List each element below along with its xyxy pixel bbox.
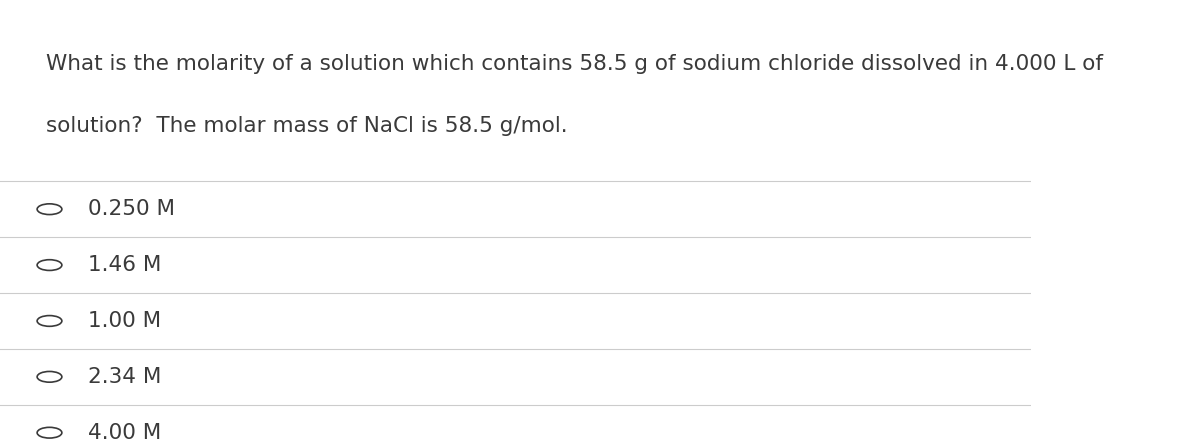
Text: 2.34 M: 2.34 M <box>88 367 161 387</box>
Text: 0.250 M: 0.250 M <box>88 199 175 219</box>
Text: 1.46 M: 1.46 M <box>88 255 161 275</box>
Text: 1.00 M: 1.00 M <box>88 311 161 331</box>
Text: 4.00 M: 4.00 M <box>88 423 161 443</box>
Text: What is the molarity of a solution which contains 58.5 g of sodium chloride diss: What is the molarity of a solution which… <box>47 54 1104 74</box>
Text: solution?  The molar mass of NaCl is 58.5 g/mol.: solution? The molar mass of NaCl is 58.5… <box>47 116 568 136</box>
